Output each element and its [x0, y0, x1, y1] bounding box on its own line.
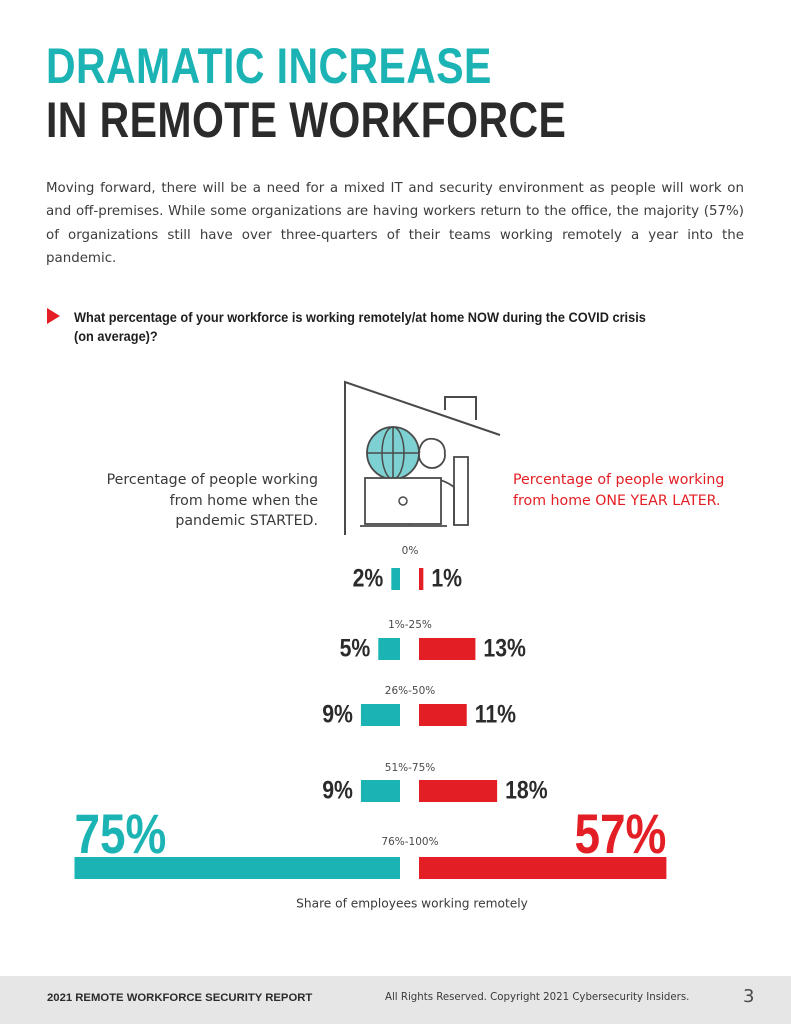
play-arrow-icon: [47, 308, 60, 324]
category-label: 51%-75%: [385, 762, 435, 774]
title-line-2: IN REMOTE WORKFORCE: [46, 92, 567, 148]
survey-question: What percentage of your workforce is wor…: [74, 310, 646, 345]
x-axis-label: Share of employees working remotely: [296, 897, 528, 911]
page-number: 3: [743, 986, 755, 1007]
legend-started: Percentage of people working from home w…: [106, 472, 318, 529]
bar-started: [360, 780, 400, 802]
value-label-one-year-later: 57%: [575, 803, 667, 865]
footer: 2021 REMOTE WORKFORCE SECURITY REPORT Al…: [0, 976, 791, 1024]
category-label: 26%-50%: [385, 685, 435, 697]
bar-started: [360, 704, 400, 726]
bar-one-year-later: [419, 638, 476, 660]
title-line-1: DRAMATIC INCREASE: [46, 38, 492, 94]
bar-started: [74, 857, 400, 879]
bar-one-year-later: [419, 857, 667, 879]
bar-one-year-later: [419, 780, 498, 802]
value-label-one-year-later: 1%: [431, 564, 462, 592]
value-label-started: 2%: [353, 564, 384, 592]
remote-worker-house-icon: [330, 375, 510, 540]
value-label-one-year-later: 13%: [483, 634, 526, 662]
category-label: 0%: [402, 545, 419, 557]
value-label-started: 9%: [322, 776, 353, 804]
bar-started: [391, 568, 400, 590]
bar-one-year-later: [419, 704, 467, 726]
diverging-bar-chart: 0% 2% 1% 1%-25% 5% 13% 26%-50% 9% 11% 51%-75% 9% 18…: [74, 545, 667, 911]
legend-one-year-later: Percentage of people working from home O…: [513, 472, 725, 509]
footer-report-title: 2021 REMOTE WORKFORCE SECURITY REPORT: [47, 992, 313, 1004]
category-label: 1%-25%: [388, 619, 432, 631]
value-label-one-year-later: 11%: [475, 700, 516, 728]
bar-one-year-later: [419, 568, 424, 590]
footer-copyright: All Rights Reserved. Copyright 2021 Cybe…: [385, 992, 690, 1003]
value-label-started: 5%: [340, 634, 371, 662]
value-label-one-year-later: 18%: [505, 776, 548, 804]
intro-paragraph: Moving forward, there will be a need for…: [46, 181, 744, 266]
category-label: 76%-100%: [381, 836, 438, 848]
value-label-started: 9%: [322, 700, 353, 728]
bar-started: [378, 638, 400, 660]
value-label-started: 75%: [75, 803, 167, 865]
